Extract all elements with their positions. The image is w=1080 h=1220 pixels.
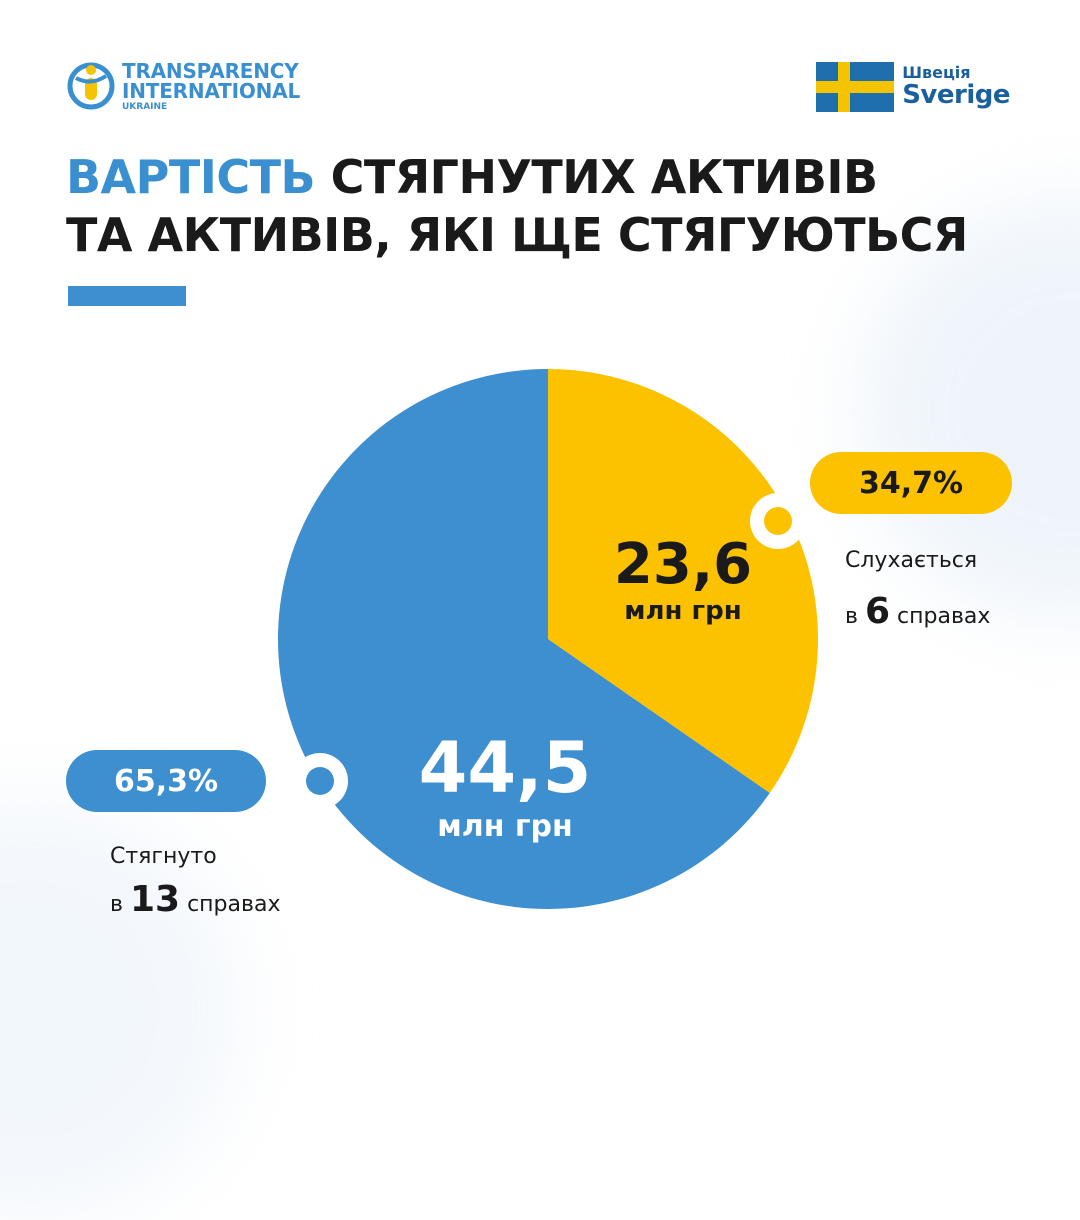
- data-label-collected-unit: млн грн: [437, 809, 573, 844]
- data-label-collected-value: 44,5: [419, 727, 592, 809]
- ti-logo-line1: TRANSPARENCY: [122, 58, 299, 83]
- percent-badge-pending: 34,7%: [810, 452, 1012, 514]
- pie-slice-pending: [548, 369, 818, 793]
- sweden-flag-icon: [816, 62, 895, 112]
- count-pending-number: 6: [864, 591, 891, 632]
- marker-dot-collected: [306, 767, 334, 795]
- caption-pending: Слухається: [845, 548, 978, 573]
- title-underline: [68, 286, 186, 306]
- count-collected-suffix: справах: [187, 892, 281, 917]
- sweden-logo-sv: Sverige: [902, 79, 1010, 110]
- pie-chart: 23,6 млн грн 44,5 млн грн: [277, 369, 818, 909]
- transparency-international-logo: TRANSPARENCY INTERNATIONAL UKRAINE: [66, 58, 300, 114]
- count-collected-number: 13: [129, 879, 181, 920]
- ti-emblem-icon: [67, 62, 115, 110]
- ti-logo-line2: INTERNATIONAL: [122, 78, 300, 103]
- sweden-logo: Швеція Sverige: [816, 62, 1010, 112]
- title-line1-rest: СТЯГНУТИХ АКТИВІВ: [315, 150, 879, 204]
- count-collected: в 13 справах: [110, 882, 280, 918]
- count-pending-suffix: справах: [897, 604, 991, 629]
- count-pending: в 6 справах: [845, 594, 990, 630]
- title-accent: ВАРТІСТЬ: [66, 150, 316, 204]
- percent-badge-collected: 65,3%: [66, 750, 266, 812]
- title-line2: ТА АКТИВІВ, ЯКІ ЩЕ СТЯГУЮТЬСЯ: [66, 208, 968, 262]
- data-label-pending-unit: млн грн: [624, 596, 741, 626]
- count-collected-prefix: в: [110, 892, 123, 917]
- sweden-logo-ua: Швеція: [902, 62, 971, 82]
- caption-collected: Стягнуто: [110, 844, 217, 869]
- data-label-pending-value: 23,6: [614, 532, 752, 597]
- pie-slice-collected: [277, 369, 770, 909]
- marker-dot-pending: [764, 507, 792, 535]
- count-pending-prefix: в: [845, 604, 858, 629]
- ti-logo-subtitle: UKRAINE: [122, 101, 168, 112]
- page-title: ВАРТІСТЬ СТЯГНУТИХ АКТИВІВ ТА АКТИВІВ, Я…: [66, 148, 968, 264]
